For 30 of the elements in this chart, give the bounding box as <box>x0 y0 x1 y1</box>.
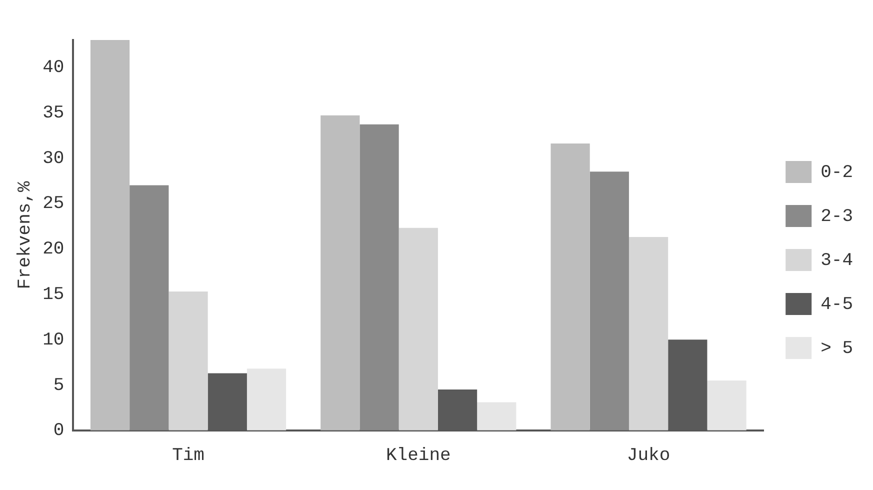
bar <box>246 368 286 430</box>
legend-label: 4-5 <box>820 294 853 315</box>
bar <box>590 172 629 430</box>
legend-label: > 5 <box>820 338 853 359</box>
bar <box>168 291 208 430</box>
bar <box>628 237 668 430</box>
y-tick-label: 5 <box>53 376 64 396</box>
y-tick-label: 40 <box>42 58 64 78</box>
bar <box>360 124 399 430</box>
bar <box>130 185 169 430</box>
bar <box>550 144 590 430</box>
x-tick-label: Tim <box>172 446 204 466</box>
bar <box>477 402 516 430</box>
y-tick-label: 0 <box>53 421 64 442</box>
bar <box>320 115 360 430</box>
y-tick-label: 20 <box>42 240 64 260</box>
legend-label: 2-3 <box>820 206 853 227</box>
bar <box>707 380 746 430</box>
y-axis-title: Frekvens,% <box>16 181 36 290</box>
legend-label: 0-2 <box>820 162 853 183</box>
legend-label: 3-4 <box>820 250 853 271</box>
y-tick-label: 10 <box>42 330 64 350</box>
bar <box>90 40 130 430</box>
x-tick-label: Juko <box>626 446 670 466</box>
y-tick-label: 25 <box>42 194 64 214</box>
y-tick-label: 30 <box>42 148 64 169</box>
x-tick-label: Kleine <box>386 446 451 466</box>
bar <box>398 228 438 430</box>
y-tick-label: 15 <box>42 284 64 305</box>
y-tick-label: 35 <box>42 103 64 124</box>
